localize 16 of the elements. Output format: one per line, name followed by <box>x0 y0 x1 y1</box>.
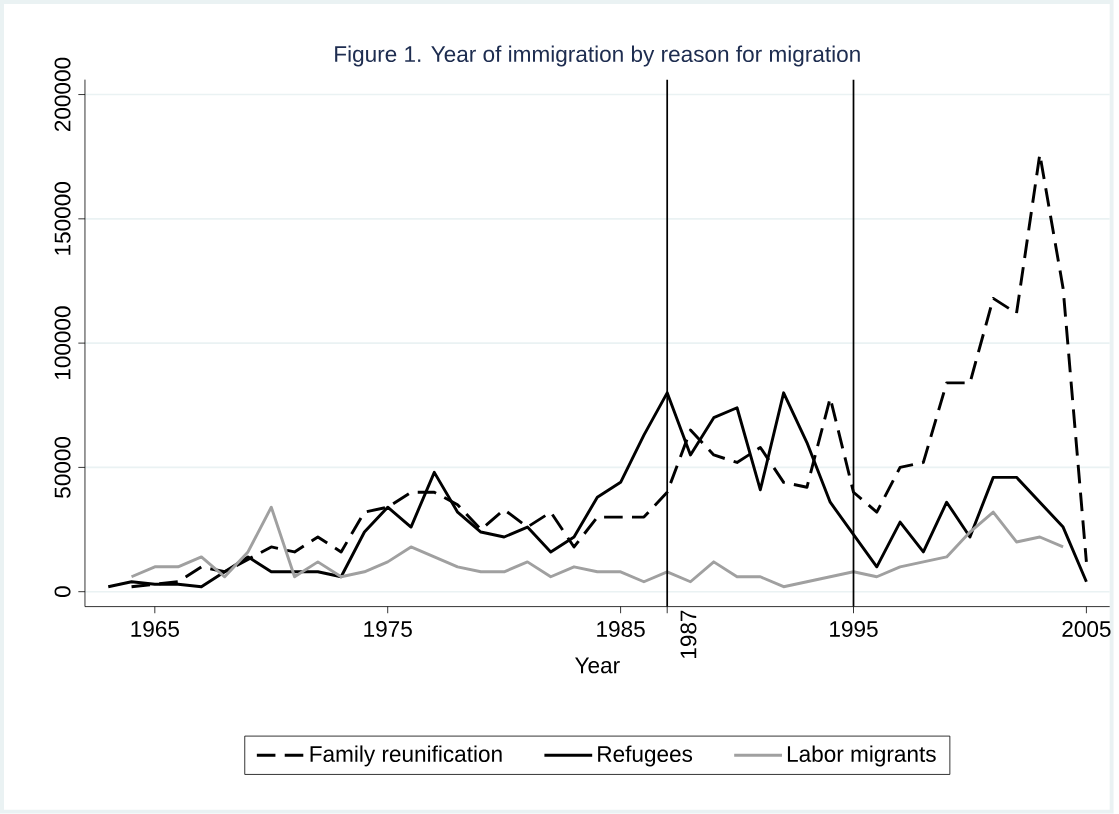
x-tick-label: 1985 <box>597 621 645 638</box>
legend-label: Family reunification <box>310 745 502 767</box>
y-tick-label: 0 <box>54 586 71 598</box>
x-tick-label: 1975 <box>364 621 412 638</box>
y-tick-label: 200000 <box>54 57 71 132</box>
x-tick-label: 1995 <box>830 621 878 638</box>
y-tick-label: 50000 <box>54 437 71 499</box>
y-tick-label: 100000 <box>54 306 71 380</box>
x-tick-label: 2005 <box>1062 621 1111 638</box>
legend-label: Labor migrants <box>787 745 936 767</box>
x-axis-title: Year <box>575 657 620 674</box>
legend-label: Refugees <box>598 745 693 767</box>
ref-line-label: 1987 <box>680 610 697 659</box>
y-tick-label: 150000 <box>54 182 71 255</box>
chart-title: Figure 1. Year of immigration by reason for migration <box>335 45 860 67</box>
x-tick-label: 1965 <box>131 621 179 638</box>
